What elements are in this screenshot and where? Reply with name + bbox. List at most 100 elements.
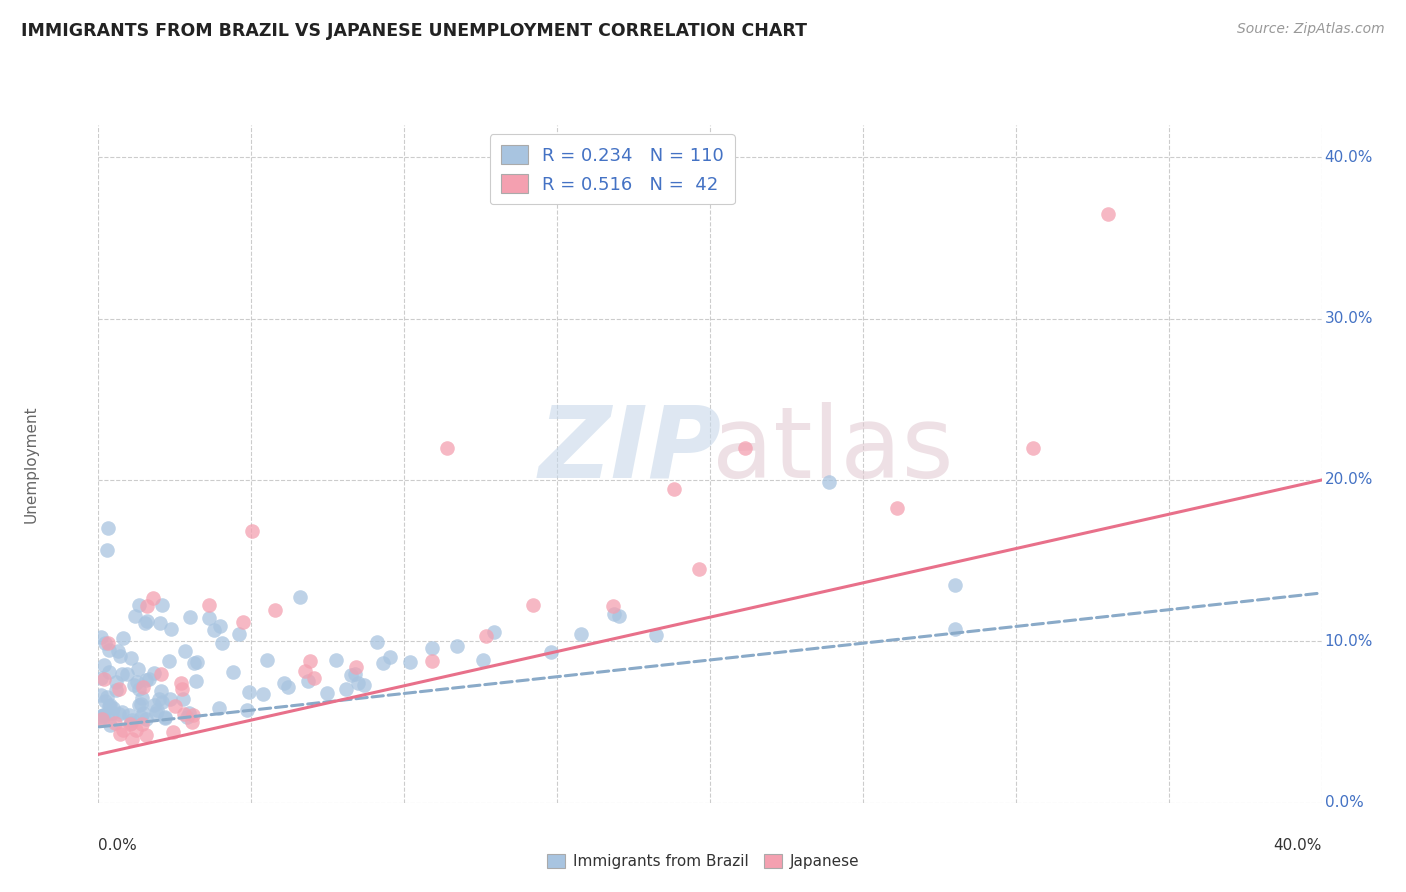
Point <box>197 610 219 624</box>
Point <box>264 603 287 617</box>
Point <box>118 717 141 731</box>
Point <box>111 723 134 737</box>
Point <box>135 712 157 726</box>
Point <box>118 708 141 723</box>
Point <box>288 590 311 604</box>
Point <box>132 706 155 720</box>
Text: 0.0%: 0.0% <box>1324 796 1364 810</box>
Text: ZIP: ZIP <box>538 401 723 499</box>
Point <box>131 710 153 724</box>
Point <box>98 698 121 713</box>
Legend: Immigrants from Brazil, Japanese: Immigrants from Brazil, Japanese <box>540 848 866 875</box>
Point <box>173 706 195 721</box>
Point <box>235 703 257 717</box>
Text: atlas: atlas <box>711 401 953 499</box>
Point <box>645 628 668 642</box>
Text: 0.0%: 0.0% <box>98 838 138 854</box>
Point <box>129 698 152 712</box>
Point <box>128 598 150 612</box>
Point <box>198 598 221 612</box>
Point <box>111 632 134 646</box>
Point <box>108 727 131 741</box>
Point <box>184 674 207 689</box>
Point <box>150 683 173 698</box>
Point <box>304 671 326 685</box>
Point <box>420 654 443 668</box>
Point <box>277 680 299 694</box>
Point <box>93 658 115 673</box>
Point <box>98 665 121 680</box>
Point <box>148 692 170 706</box>
Point <box>124 609 146 624</box>
Point <box>240 524 263 538</box>
Point <box>202 623 225 637</box>
Point <box>174 644 197 658</box>
Point <box>180 715 202 730</box>
Point <box>145 706 167 721</box>
Point <box>153 711 176 725</box>
Point <box>186 655 208 669</box>
Point <box>90 709 112 723</box>
Point <box>132 680 155 694</box>
Point <box>121 731 143 746</box>
Point <box>120 651 142 665</box>
Point <box>150 598 173 612</box>
Point <box>211 636 233 650</box>
Point <box>446 639 468 653</box>
Point <box>1097 207 1119 221</box>
Point <box>228 627 250 641</box>
Point <box>90 688 112 702</box>
Point <box>131 690 153 705</box>
Point <box>128 698 150 712</box>
Point <box>146 703 169 717</box>
Point <box>472 653 495 667</box>
Point <box>179 706 201 720</box>
Point <box>273 676 295 690</box>
Point <box>127 662 149 676</box>
Point <box>340 668 363 682</box>
Point <box>172 692 194 706</box>
Point <box>143 666 166 681</box>
Point <box>344 667 367 681</box>
Point <box>297 674 319 689</box>
Point <box>131 717 153 731</box>
Point <box>93 672 115 686</box>
Text: IMMIGRANTS FROM BRAZIL VS JAPANESE UNEMPLOYMENT CORRELATION CHART: IMMIGRANTS FROM BRAZIL VS JAPANESE UNEMP… <box>21 22 807 40</box>
Point <box>347 676 370 690</box>
Point <box>484 624 506 639</box>
Point <box>607 609 630 624</box>
Point <box>335 682 357 697</box>
Point <box>150 667 173 681</box>
Point <box>734 441 756 455</box>
Point <box>153 710 176 724</box>
Point <box>238 684 260 698</box>
Point <box>107 682 129 697</box>
Point <box>97 706 120 720</box>
Point <box>602 607 624 621</box>
Point <box>124 723 146 738</box>
Point <box>97 521 120 535</box>
Point <box>664 482 686 496</box>
Text: 20.0%: 20.0% <box>1324 473 1374 488</box>
Point <box>111 667 134 681</box>
Point <box>209 619 232 633</box>
Point <box>128 682 150 697</box>
Point <box>1022 441 1045 455</box>
Point <box>98 717 121 731</box>
Point <box>222 665 245 680</box>
Point <box>420 640 443 655</box>
Point <box>162 725 184 739</box>
Point <box>110 705 132 719</box>
Point <box>172 682 194 697</box>
Point <box>170 676 193 690</box>
Point <box>176 710 198 724</box>
Point <box>90 630 112 644</box>
Point <box>150 695 173 709</box>
Point <box>436 441 458 455</box>
Point <box>101 706 124 720</box>
Point <box>353 678 375 692</box>
Point <box>90 711 112 725</box>
Point <box>94 694 117 708</box>
Point <box>105 682 128 697</box>
Point <box>366 635 388 649</box>
